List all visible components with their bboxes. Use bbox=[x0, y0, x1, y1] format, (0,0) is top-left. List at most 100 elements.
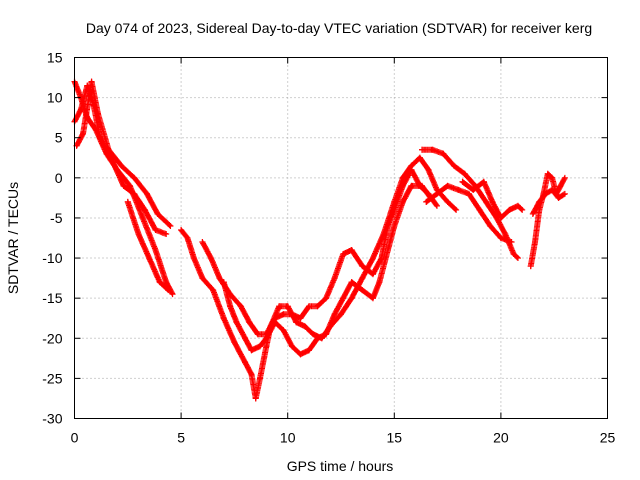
data-point bbox=[131, 174, 138, 181]
data-point bbox=[306, 347, 313, 354]
x-tick-label: 0 bbox=[71, 430, 79, 446]
data-point bbox=[331, 311, 338, 318]
data-point bbox=[154, 210, 161, 217]
data-point bbox=[310, 331, 317, 338]
series-track-6 bbox=[199, 166, 440, 338]
series-track-10 bbox=[459, 178, 526, 221]
axis-ticks bbox=[74, 57, 608, 419]
data-point bbox=[190, 255, 197, 262]
tick-labels: 0 5 10 15 20 25 15 10 5 0 -5 -10 -15 -20 -25 -30 bbox=[42, 50, 615, 446]
data-point bbox=[384, 247, 391, 254]
data-point bbox=[470, 186, 477, 193]
data-marker bbox=[529, 186, 567, 217]
x-axis-label: GPS time / hours bbox=[287, 458, 394, 474]
data-point bbox=[237, 303, 244, 310]
y-tick-label: -25 bbox=[42, 370, 62, 386]
data-point bbox=[169, 291, 176, 298]
data-point bbox=[399, 198, 406, 205]
data-point bbox=[88, 78, 95, 85]
data-point bbox=[557, 182, 564, 189]
data-point bbox=[256, 343, 263, 350]
data-point bbox=[391, 222, 398, 229]
x-tick-label: 20 bbox=[493, 430, 509, 446]
data-point bbox=[340, 295, 347, 302]
data-point bbox=[231, 339, 238, 346]
data-point bbox=[331, 275, 338, 282]
data-point bbox=[124, 198, 131, 205]
data-marker bbox=[220, 182, 433, 358]
series-track-7 bbox=[220, 182, 434, 358]
data-point bbox=[482, 198, 489, 205]
data-point bbox=[248, 371, 255, 378]
data-point bbox=[514, 255, 521, 262]
data-point bbox=[544, 170, 551, 177]
data-point bbox=[163, 279, 170, 286]
data-point bbox=[139, 214, 146, 221]
data-point bbox=[105, 146, 112, 153]
data-point bbox=[306, 303, 313, 310]
data-point bbox=[220, 315, 227, 322]
data-point bbox=[423, 198, 430, 205]
data-point bbox=[497, 235, 504, 241]
data-point bbox=[256, 375, 263, 382]
data-point bbox=[271, 319, 278, 326]
data-point bbox=[459, 178, 466, 185]
data-point bbox=[502, 230, 509, 237]
data-point bbox=[216, 275, 223, 282]
data-point bbox=[233, 319, 240, 326]
data-point bbox=[555, 194, 562, 201]
data-point bbox=[549, 174, 556, 181]
data-point bbox=[288, 311, 295, 318]
data-point bbox=[252, 395, 259, 402]
data-point bbox=[184, 235, 191, 241]
data-point bbox=[143, 190, 150, 197]
data-point bbox=[163, 230, 170, 237]
data-point bbox=[293, 319, 300, 326]
data-point bbox=[146, 255, 153, 262]
x-tick-label: 25 bbox=[600, 430, 616, 446]
data-point bbox=[280, 327, 287, 334]
data-point bbox=[323, 295, 330, 302]
data-point bbox=[378, 255, 385, 262]
data-point bbox=[408, 166, 415, 173]
data-point bbox=[301, 323, 308, 330]
data-point bbox=[120, 182, 127, 189]
data-point bbox=[210, 287, 217, 294]
data-point bbox=[297, 315, 304, 322]
data-point bbox=[276, 303, 283, 310]
data-point bbox=[487, 222, 494, 229]
data-point bbox=[429, 146, 436, 153]
y-tick-label: -5 bbox=[50, 210, 63, 226]
y-tick-label: 5 bbox=[55, 130, 63, 146]
data-point bbox=[126, 182, 133, 189]
data-point bbox=[207, 255, 214, 262]
data-point bbox=[263, 343, 270, 350]
data-point bbox=[480, 178, 487, 185]
data-point bbox=[359, 263, 366, 270]
x-tick-label: 10 bbox=[280, 430, 296, 446]
data-point bbox=[465, 190, 472, 197]
data-point bbox=[131, 190, 138, 197]
data-point bbox=[549, 186, 556, 193]
data-point bbox=[433, 190, 440, 197]
data-point bbox=[359, 287, 366, 294]
data-point bbox=[561, 174, 568, 181]
data-point bbox=[135, 230, 142, 237]
data-point bbox=[263, 335, 270, 342]
y-tick-label: 15 bbox=[47, 50, 63, 66]
chart-title: Day 074 of 2023, Sidereal Day-to-day VTE… bbox=[86, 20, 592, 36]
y-tick-label: -10 bbox=[42, 250, 62, 266]
data-point bbox=[178, 226, 185, 233]
data-point bbox=[391, 206, 398, 213]
data-point bbox=[314, 335, 321, 342]
data-point bbox=[369, 271, 376, 278]
data-point bbox=[461, 170, 468, 177]
data-point bbox=[348, 295, 355, 302]
data-point bbox=[532, 239, 539, 246]
data-point bbox=[220, 279, 227, 286]
data-point bbox=[314, 303, 321, 310]
data-point bbox=[433, 202, 440, 209]
data-point bbox=[340, 251, 347, 258]
series-track-3 bbox=[73, 78, 174, 229]
